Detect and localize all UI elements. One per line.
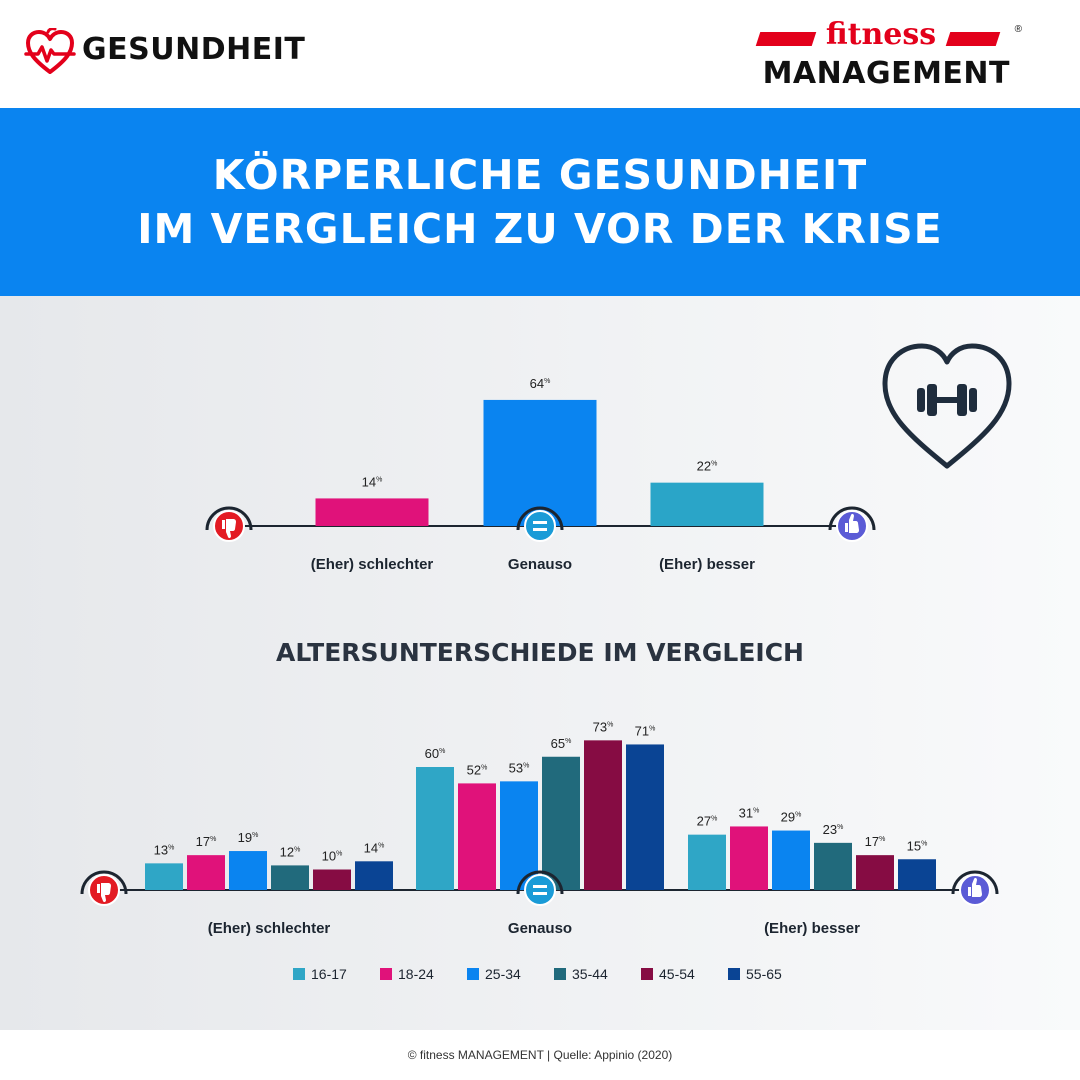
thumbs-up-icon [828, 506, 876, 542]
header: GESUNDHEIT fitness ® MANAGEMENT [0, 0, 1080, 108]
legend-label: 45-54 [659, 966, 695, 982]
chart2-bar [772, 830, 810, 890]
chart2-bar [730, 826, 768, 890]
chart2-bar [500, 781, 538, 890]
heart-dumbbell-icon [882, 343, 1012, 469]
brand-fitness: fitness [825, 17, 937, 52]
chart1-category-label: Genauso [508, 556, 572, 573]
chart2-category-label: (Eher) schlechter [208, 920, 331, 937]
chart-overall: 14% (Eher) schlechter 64% Genauso 22% (Eher) … [205, 376, 876, 573]
chart2-value-label: 52% [467, 762, 488, 777]
heart-pulse-icon [24, 28, 76, 74]
chart1-value-label: 14% [362, 474, 383, 489]
chart2-bar [416, 767, 454, 890]
chart2-value-label: 17% [865, 834, 886, 849]
legend-swatch [728, 968, 740, 980]
chart1-bar [315, 498, 429, 526]
chart2-value-label: 23% [823, 822, 844, 837]
legend-label: 55-65 [746, 966, 782, 982]
chart1-bar [483, 399, 597, 526]
content-area: 14% (Eher) schlechter 64% Genauso 22% (Eher) … [0, 296, 1080, 1030]
chart2-value-label: 27% [697, 814, 718, 829]
equals-icon [516, 506, 564, 542]
chart2-value-label: 19% [238, 830, 259, 845]
chart2-bar [271, 865, 309, 890]
chart2-value-label: 29% [781, 810, 802, 825]
legend-label: 35-44 [572, 966, 608, 982]
brand-management: MANAGEMENT [762, 56, 1010, 91]
chart1-category-label: (Eher) besser [659, 556, 755, 573]
chart1-value-label: 64% [530, 376, 551, 391]
legend-label: 25-34 [485, 966, 521, 982]
chart2-bar [187, 855, 225, 890]
legend-swatch [467, 968, 479, 980]
brand-stripe-right [945, 32, 1001, 46]
thumbs-up-icon [951, 870, 999, 906]
chart2-value-label: 65% [551, 736, 572, 751]
chart2-bar [814, 842, 852, 890]
equals-icon [516, 870, 564, 906]
chart2-bar [355, 861, 393, 890]
chart2-value-label: 13% [154, 842, 175, 857]
legend-swatch [554, 968, 566, 980]
source-footer: © fitness MANAGEMENT | Quelle: Appinio (… [0, 1030, 1080, 1080]
chart2-bar [542, 756, 580, 890]
chart1-category-label: (Eher) schlechter [311, 556, 434, 573]
chart2-value-label: 60% [425, 746, 446, 761]
chart-legend: 16-17 18-24 25-34 35-44 45-54 55-65 [293, 966, 782, 982]
page-title-line2: IM VERGLEICH ZU VOR DER KRISE [137, 205, 943, 253]
chart2-category-label: (Eher) besser [764, 920, 860, 937]
chart-by-age: 13% 17% 19% 12% 10% 14% (Eher) schlechter 60% 52… [80, 719, 999, 937]
chart2-bar [688, 834, 726, 890]
legend-swatch [641, 968, 653, 980]
chart2-value-label: 15% [907, 838, 928, 853]
chart2-bar [313, 869, 351, 890]
section2-title: ALTERSUNTERSCHIEDE IM VERGLEICH [276, 638, 804, 667]
chart2-value-label: 12% [280, 844, 301, 859]
legend-swatch [293, 968, 305, 980]
thumbs-down-icon [205, 506, 253, 542]
legend-label: 18-24 [398, 966, 434, 982]
chart2-bar [626, 744, 664, 890]
chart2-value-label: 53% [509, 760, 530, 775]
chart2-category-label: Genauso [508, 920, 572, 937]
chart2-value-label: 10% [322, 849, 343, 864]
thumbs-down-icon [80, 870, 128, 906]
charts-canvas: 14% (Eher) schlechter 64% Genauso 22% (Eher) … [80, 343, 1012, 982]
chart2-value-label: 17% [196, 834, 217, 849]
chart2-bar [458, 783, 496, 890]
chart2-value-label: 71% [635, 723, 656, 738]
chart2-bar [898, 859, 936, 890]
chart1-bar [650, 482, 764, 526]
chart1-value-label: 22% [697, 459, 718, 474]
legend-label: 16-17 [311, 966, 347, 982]
legend-swatch [380, 968, 392, 980]
chart2-bar [584, 740, 622, 890]
category-label: GESUNDHEIT [82, 32, 306, 67]
chart2-value-label: 14% [364, 840, 385, 855]
title-banner: KÖRPERLICHE GESUNDHEIT IM VERGLEICH ZU V… [0, 108, 1080, 296]
chart2-value-label: 31% [739, 805, 760, 820]
chart2-value-label: 73% [593, 719, 614, 734]
brand-stripe-left [755, 32, 817, 46]
chart2-bar [856, 855, 894, 890]
brand-registered: ® [1014, 24, 1022, 35]
page-title-line1: KÖRPERLICHE GESUNDHEIT [212, 151, 868, 199]
chart2-bar [145, 863, 183, 890]
brand-logo: fitness ® MANAGEMENT [754, 17, 1022, 92]
chart2-bar [229, 851, 267, 890]
